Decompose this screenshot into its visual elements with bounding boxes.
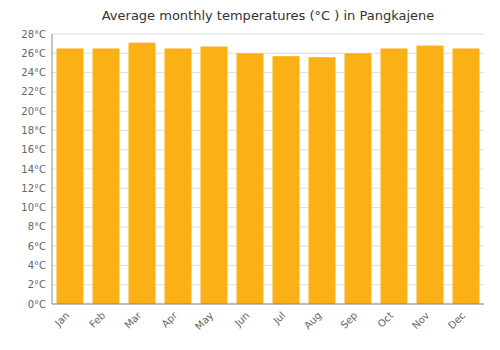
bar	[129, 43, 156, 304]
bar	[381, 48, 408, 304]
y-tick-label: 8°C	[28, 221, 46, 232]
x-tick-label: Apr	[159, 309, 180, 330]
x-tick-label: May	[193, 310, 215, 332]
x-tick-label: Oct	[375, 310, 395, 330]
bar	[309, 57, 336, 304]
x-tick-label: Jul	[270, 310, 287, 327]
x-tick-label: Aug	[302, 310, 324, 332]
bar	[345, 53, 372, 304]
x-tick-label: Sep	[338, 310, 359, 331]
bar	[165, 48, 192, 304]
x-axis	[52, 304, 484, 305]
y-tick-label: 22°C	[21, 86, 46, 97]
y-tick-label: 20°C	[21, 106, 46, 117]
y-tick-label: 2°C	[28, 279, 46, 290]
y-tick-label: 12°C	[21, 183, 46, 194]
bar	[201, 47, 228, 304]
bars	[57, 43, 480, 304]
title: Average monthly temperatures (°C ) in Pa…	[102, 8, 435, 23]
x-tick-label: Feb	[87, 310, 107, 330]
bar	[273, 56, 300, 304]
x-tick-label: Jan	[52, 310, 71, 329]
x-tick-label: Mar	[122, 309, 144, 331]
bar	[93, 48, 120, 304]
bar	[453, 48, 480, 304]
y-tick-label: 0°C	[28, 299, 46, 310]
y-tick-label: 18°C	[21, 125, 46, 136]
x-tick-label: Jun	[232, 310, 252, 330]
y-axis	[52, 34, 53, 304]
y-tick-label: 26°C	[21, 48, 46, 59]
chart: Average monthly temperatures (°C ) in Pa…	[0, 0, 500, 350]
grid-line	[52, 304, 484, 305]
y-tick-label: 4°C	[28, 260, 46, 271]
y-tick-label: 28°C	[21, 29, 46, 40]
y-tick-label: 14°C	[21, 164, 46, 175]
bar	[237, 53, 264, 304]
x-tick-label: Nov	[410, 310, 432, 332]
bar	[57, 48, 84, 304]
y-tick-label: 6°C	[28, 241, 46, 252]
grid-line	[52, 34, 484, 35]
y-tick-label: 10°C	[21, 202, 46, 213]
y-tick-label: 24°C	[21, 67, 46, 78]
grid	[52, 34, 484, 304]
bar	[417, 46, 444, 304]
x-tick-label: Dec	[446, 310, 467, 331]
y-tick-label: 16°C	[21, 144, 46, 155]
